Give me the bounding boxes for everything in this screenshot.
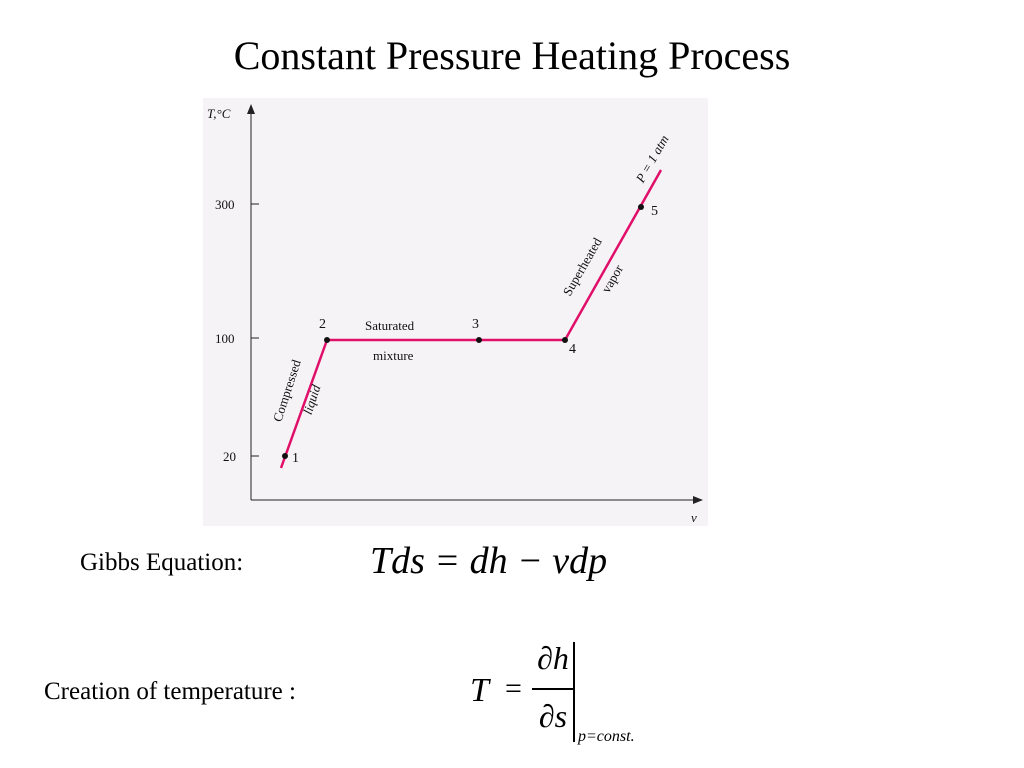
state-label-3: 3 bbox=[472, 317, 479, 332]
state-label-4: 4 bbox=[569, 342, 576, 357]
y-axis-arrow bbox=[247, 104, 255, 114]
gibbs-equation: Tds = dh − vdp bbox=[370, 540, 608, 582]
state-point-5 bbox=[638, 204, 644, 210]
pressure-label: P = 1 atm bbox=[632, 132, 672, 186]
gibbs-label: Gibbs Equation: bbox=[80, 549, 244, 576]
state-label-5: 5 bbox=[651, 204, 658, 219]
state-label-2: 2 bbox=[319, 317, 326, 332]
state-label-1: 1 bbox=[292, 451, 299, 466]
evaluation-bar bbox=[573, 642, 575, 742]
creation-label: Creation of temperature : bbox=[44, 678, 296, 705]
region-saturated-label: Saturated bbox=[365, 318, 415, 333]
region-liquid-label: liquid bbox=[300, 382, 324, 416]
y-axis-label: T,°C bbox=[207, 106, 231, 121]
temperature-equation: T = ∂h ∂s p=const. bbox=[470, 640, 690, 750]
slide-title: Constant Pressure Heating Process bbox=[233, 33, 791, 78]
fraction-numerator: ∂h bbox=[537, 640, 569, 676]
region-mixture-label: mixture bbox=[373, 348, 414, 363]
process-line bbox=[279, 169, 663, 469]
tick-label-100: 100 bbox=[215, 331, 235, 346]
t-v-diagram-svg: T,°C v 300 100 20 1 2 3 4 5 Compressed l… bbox=[207, 104, 703, 525]
region-compressed-label: Compressed bbox=[270, 357, 304, 423]
temperature-symbol: T bbox=[470, 672, 489, 709]
fraction-bar bbox=[532, 688, 574, 690]
region-vapor-label: vapor bbox=[598, 262, 626, 296]
state-point-4 bbox=[562, 337, 568, 343]
x-axis-arrow bbox=[693, 496, 703, 504]
t-v-diagram: T,°C v 300 100 20 1 2 3 4 5 Compressed l… bbox=[203, 98, 708, 526]
state-point-1 bbox=[282, 453, 288, 459]
tick-label-300: 300 bbox=[215, 197, 235, 212]
state-point-3 bbox=[476, 337, 482, 343]
tick-label-20: 20 bbox=[223, 449, 236, 464]
state-point-2 bbox=[324, 337, 330, 343]
equals-sign: = bbox=[505, 672, 522, 705]
fraction-denominator: ∂s bbox=[538, 698, 568, 734]
x-axis-label: v bbox=[691, 510, 697, 525]
constant-pressure-subscript: p=const. bbox=[578, 728, 635, 745]
